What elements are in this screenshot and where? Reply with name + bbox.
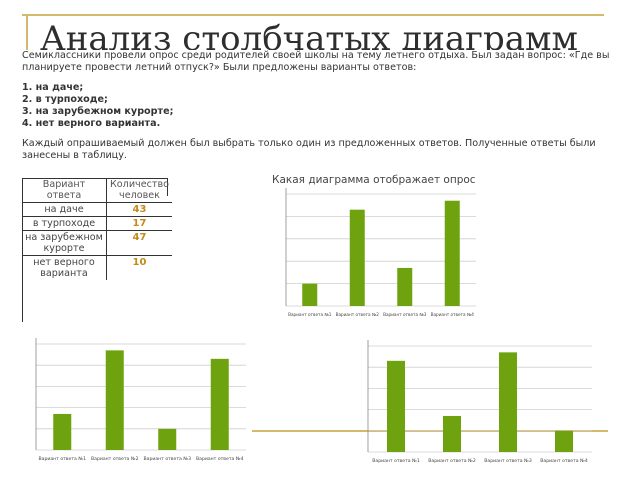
note-paragraph: Каждый опрашиваемый должен был выбрать т… — [22, 138, 596, 161]
bar-chart-top: Вариант ответа №1 Вариант ответа №2 Вариан… — [285, 188, 476, 317]
title-frame-top — [22, 14, 604, 16]
table-cell-value: 17 — [106, 216, 173, 231]
x-tick-label: Вариант ответа №1 — [39, 456, 87, 462]
chart-bar — [105, 350, 124, 450]
chart-bar — [444, 200, 460, 306]
x-tick-label: Вариант ответа №2 — [336, 312, 380, 317]
options-list: 1. на даче; 2. в турпоходе; 3. на зарубе… — [22, 82, 628, 130]
table-header-cell: Вариант ответа — [22, 178, 107, 203]
chart-bar — [158, 428, 177, 450]
table-header-cell: Количество человек — [106, 178, 173, 203]
table-row: в турпоходе 17 — [22, 216, 173, 231]
chart-bar — [555, 430, 573, 452]
x-tick-label: Вариант ответа №3 — [484, 458, 532, 464]
question-text: Какая диаграмма отображает опрос — [272, 174, 476, 186]
chart-bar — [349, 209, 365, 306]
x-tick-label: Вариант ответа №2 — [428, 458, 476, 464]
x-tick-label: Вариант ответа №3 — [144, 456, 192, 462]
chart-bar — [499, 352, 517, 452]
survey-table: Вариант ответа Количество человек на дач… — [22, 178, 173, 280]
table-row: на даче 43 — [22, 202, 173, 217]
x-tick-label: Вариант ответа №3 — [383, 312, 427, 317]
option-item: 1. на даче; — [22, 82, 84, 93]
chart-bar — [397, 267, 413, 306]
table-cell-value: 10 — [132, 257, 147, 268]
table-cell-label: нет верного варианта — [22, 255, 107, 280]
x-tick-label: Вариант ответа №4 — [196, 456, 244, 462]
x-tick-label: Вариант ответа №1 — [372, 458, 420, 464]
option-item: 3. на зарубежном курорте; — [22, 106, 174, 117]
x-tick-label: Вариант ответа №1 — [288, 312, 332, 317]
bar-chart-bottom-right: Вариант ответа №1 Вариант ответа №2 Вариан… — [367, 340, 592, 464]
option-item: 4. нет верного варианта. — [22, 118, 161, 129]
intro-paragraph: Семиклассники провели опрос среди родите… — [22, 50, 610, 73]
bar-chart-bottom-left: Вариант ответа №1 Вариант ответа №2 Вариан… — [35, 338, 246, 462]
option-item: 2. в турпоходе; — [22, 94, 108, 105]
table-cell-label: на даче — [22, 202, 107, 217]
x-tick-label: Вариант ответа №4 — [431, 312, 475, 317]
x-tick-label: Вариант ответа №2 — [91, 456, 139, 462]
table-row: на зарубежном курорте 47 — [22, 230, 173, 256]
table-cell-label: в турпоходе — [22, 216, 107, 231]
chart-bar — [387, 360, 405, 452]
chart-bar — [210, 358, 229, 450]
task-text: Семиклассники провели опрос среди родите… — [22, 50, 628, 162]
table-cell-value: 43 — [106, 202, 173, 217]
x-tick-label: Вариант ответа №4 — [540, 458, 588, 464]
table-cell-label: на зарубежном курорте — [22, 230, 107, 256]
title-frame-left — [26, 14, 28, 62]
table-header-row: Вариант ответа Количество человек — [22, 178, 173, 203]
table-cell-value: 47 — [106, 230, 173, 256]
table-row: нет верного варианта 10 — [22, 255, 172, 280]
chart-bar — [443, 415, 461, 452]
chart-bar — [302, 283, 318, 306]
chart-bar — [53, 413, 72, 450]
